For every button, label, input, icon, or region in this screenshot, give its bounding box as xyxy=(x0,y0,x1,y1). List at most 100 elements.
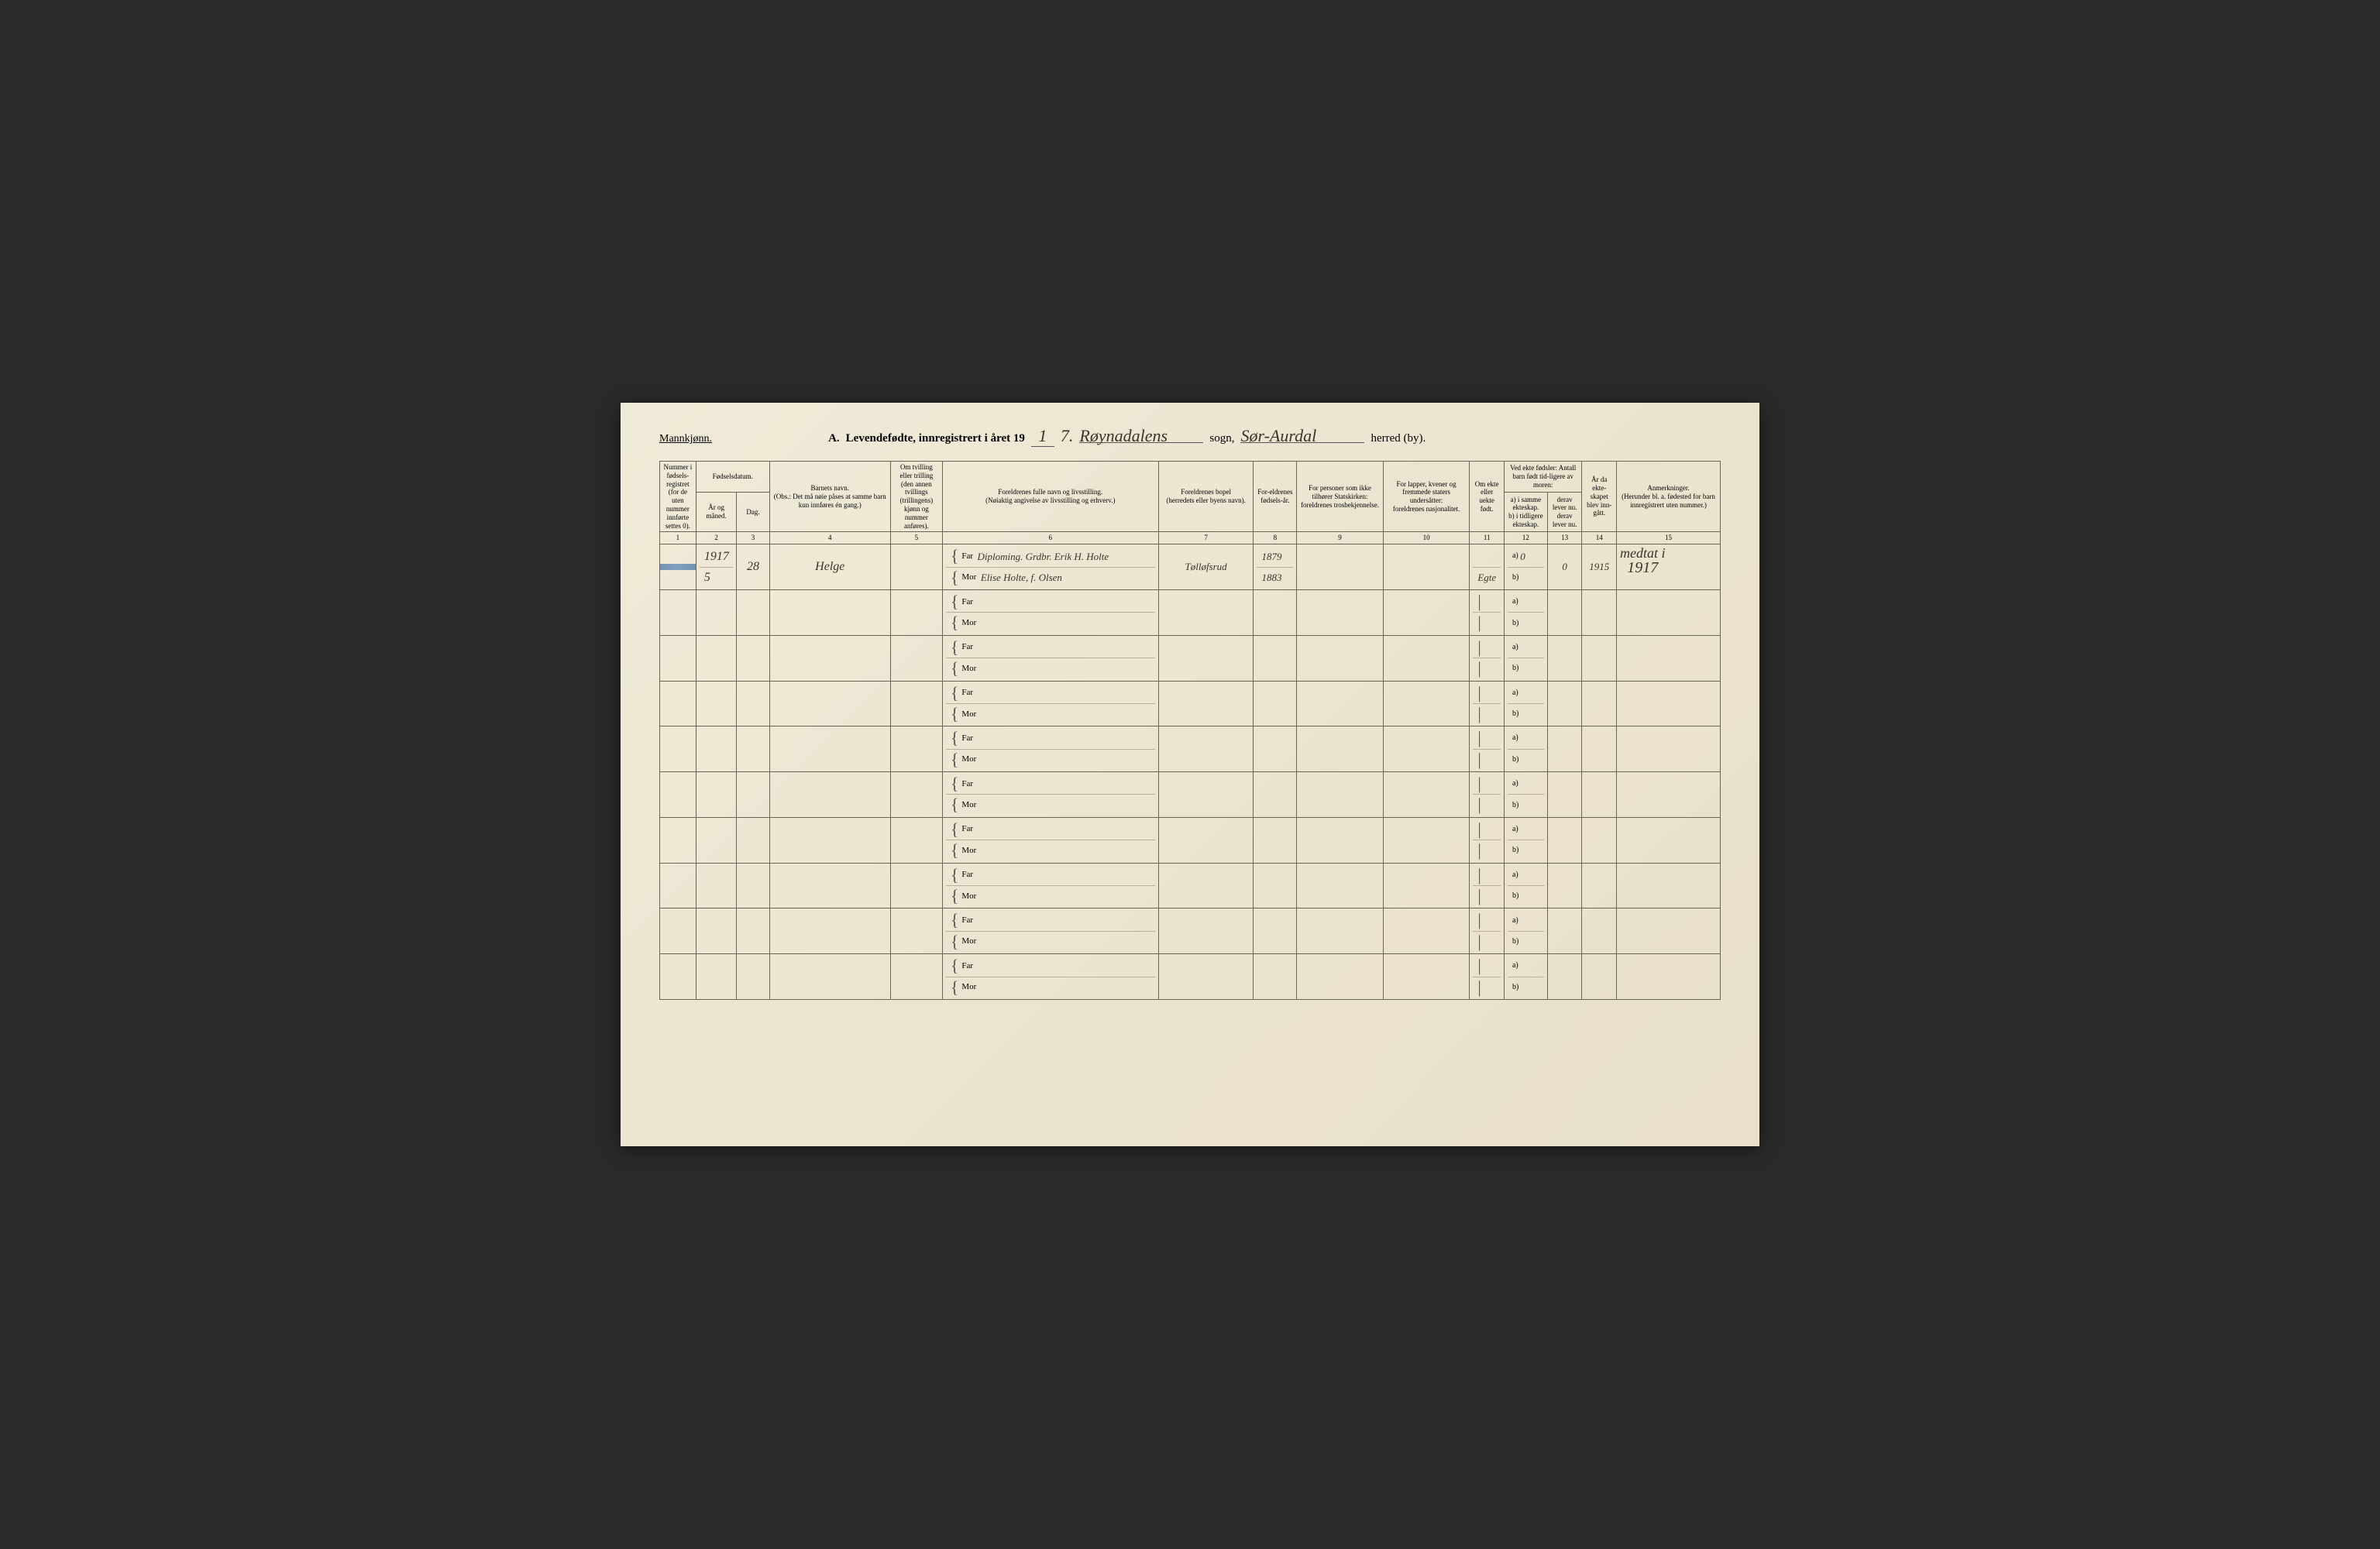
bracket-icon: { xyxy=(951,956,959,976)
b-label: b) xyxy=(1512,983,1518,992)
cell-num xyxy=(660,817,696,863)
cell-day: 28 xyxy=(737,544,769,590)
cell-14 xyxy=(1582,908,1617,954)
cell-bopel xyxy=(1158,908,1254,954)
far-label: Far xyxy=(961,870,973,880)
cell-twin xyxy=(890,772,942,818)
th-9-title: For personer som ikke tilhører Statskirk… xyxy=(1309,484,1371,500)
cell-day xyxy=(737,726,769,772)
b-label: b) xyxy=(1512,573,1518,582)
cell-ekte: || xyxy=(1470,681,1505,726)
hw-myear: 1883 xyxy=(1261,572,1281,584)
cell-day xyxy=(737,817,769,863)
blue-strike xyxy=(660,564,696,570)
bracket-icon: { xyxy=(951,568,959,588)
a-label: a) xyxy=(1512,643,1518,652)
bracket-icon: | xyxy=(1477,819,1481,840)
bracket-icon: { xyxy=(951,865,959,885)
bracket-icon: { xyxy=(951,795,959,815)
colnum-13: 13 xyxy=(1547,532,1582,544)
th-7-note: (herredets eller byens navn). xyxy=(1166,496,1245,504)
bracket-icon: | xyxy=(1477,613,1481,633)
cell-ekte: || xyxy=(1470,772,1505,818)
th-4-note: (Obs.: Det må nøie påses at samme barn k… xyxy=(774,493,886,509)
th-7: Foreldrenes bopel (herredets eller byens… xyxy=(1158,462,1254,532)
far-label: Far xyxy=(961,642,973,652)
cell-year-month xyxy=(696,954,736,1000)
cell-religion xyxy=(1297,772,1384,818)
cell-religion xyxy=(1297,908,1384,954)
register-table: Nummer i fødsels-registret (for de uten … xyxy=(659,461,1721,1000)
cell-14 xyxy=(1582,772,1617,818)
cell-parent-years xyxy=(1254,772,1297,818)
cell-remark xyxy=(1617,726,1721,772)
cell-twin xyxy=(890,726,942,772)
colnum-15: 15 xyxy=(1617,532,1721,544)
cell-12: a) b) xyxy=(1504,954,1547,1000)
cell-twin xyxy=(890,635,942,681)
cell-religion xyxy=(1297,681,1384,726)
mor-label: Mor xyxy=(961,891,976,902)
hw-fyear: 1879 xyxy=(1261,551,1281,563)
b-label: b) xyxy=(1512,709,1518,719)
b-label: b) xyxy=(1512,937,1518,946)
hw-14: 1915 xyxy=(1589,561,1609,572)
bracket-icon: | xyxy=(1477,840,1481,860)
cell-remark: medtat i 1917 xyxy=(1617,544,1721,590)
cell-14 xyxy=(1582,954,1617,1000)
cell-12: a)b) xyxy=(1504,863,1547,908)
cell-parent-years xyxy=(1254,863,1297,908)
table-row: {Far{Mor||a)b) xyxy=(660,635,1721,681)
a-label: a) xyxy=(1512,961,1518,970)
hw-13a: 0 xyxy=(1562,561,1567,572)
far-label: Far xyxy=(961,597,973,607)
cell-day xyxy=(737,908,769,954)
hw-year: 1917 xyxy=(704,549,729,564)
bracket-icon: | xyxy=(1477,683,1481,703)
table-row: {Far{Mor||a)b) xyxy=(660,817,1721,863)
cell-13 xyxy=(1547,863,1582,908)
cell-twin xyxy=(890,954,942,1000)
header-row: Mannkjønn. A. Levendefødte, innregistrer… xyxy=(659,426,1721,447)
cell-twin xyxy=(890,908,942,954)
cell-12: a)b) xyxy=(1504,589,1547,635)
th-15-title: Anmerkninger. xyxy=(1647,484,1689,492)
bracket-icon: | xyxy=(1477,910,1481,930)
bracket-icon: { xyxy=(951,637,959,658)
b-label: b) xyxy=(1512,664,1518,673)
b-label: b) xyxy=(1512,801,1518,810)
cell-religion xyxy=(1297,726,1384,772)
cell-parents: {Far{Mor xyxy=(942,635,1158,681)
document-page: Mannkjønn. A. Levendefødte, innregistrer… xyxy=(621,403,1759,1146)
cell-year-month: 1917 5 xyxy=(696,544,736,590)
mor-label: Mor xyxy=(961,800,976,810)
th-10-title: For lapper, kvener og fremmede staters u… xyxy=(1397,480,1457,505)
cell-nationality xyxy=(1383,772,1470,818)
cell-13 xyxy=(1547,681,1582,726)
hw-bopel: Tølløfsrud xyxy=(1185,561,1227,572)
cell-ekte: || xyxy=(1470,863,1505,908)
bracket-icon: | xyxy=(1477,728,1481,748)
cell-num xyxy=(660,954,696,1000)
hw-remark-1: medtat i xyxy=(1620,545,1666,561)
bracket-icon: { xyxy=(951,728,959,748)
cell-ekte: || xyxy=(1470,817,1505,863)
cell-14: 1915 xyxy=(1582,544,1617,590)
bracket-icon: { xyxy=(951,774,959,794)
bracket-icon: { xyxy=(951,886,959,906)
bracket-icon: | xyxy=(1477,658,1481,678)
hw-ekte: Egte xyxy=(1477,572,1496,584)
th-15: Anmerkninger. (Herunder bl. a. fødested … xyxy=(1617,462,1721,532)
bracket-icon: { xyxy=(951,683,959,703)
cell-bopel: Tølløfsrud xyxy=(1158,544,1254,590)
far-label: Far xyxy=(961,824,973,834)
cell-parent-years xyxy=(1254,954,1297,1000)
herred-label: herred (by). xyxy=(1371,432,1426,445)
mor-label: Mor xyxy=(961,846,976,856)
cell-14 xyxy=(1582,726,1617,772)
cell-14 xyxy=(1582,863,1617,908)
cell-year-month xyxy=(696,681,736,726)
cell-remark xyxy=(1617,908,1721,954)
th-11: Om ekte eller uekte født. xyxy=(1470,462,1505,532)
cell-religion xyxy=(1297,817,1384,863)
